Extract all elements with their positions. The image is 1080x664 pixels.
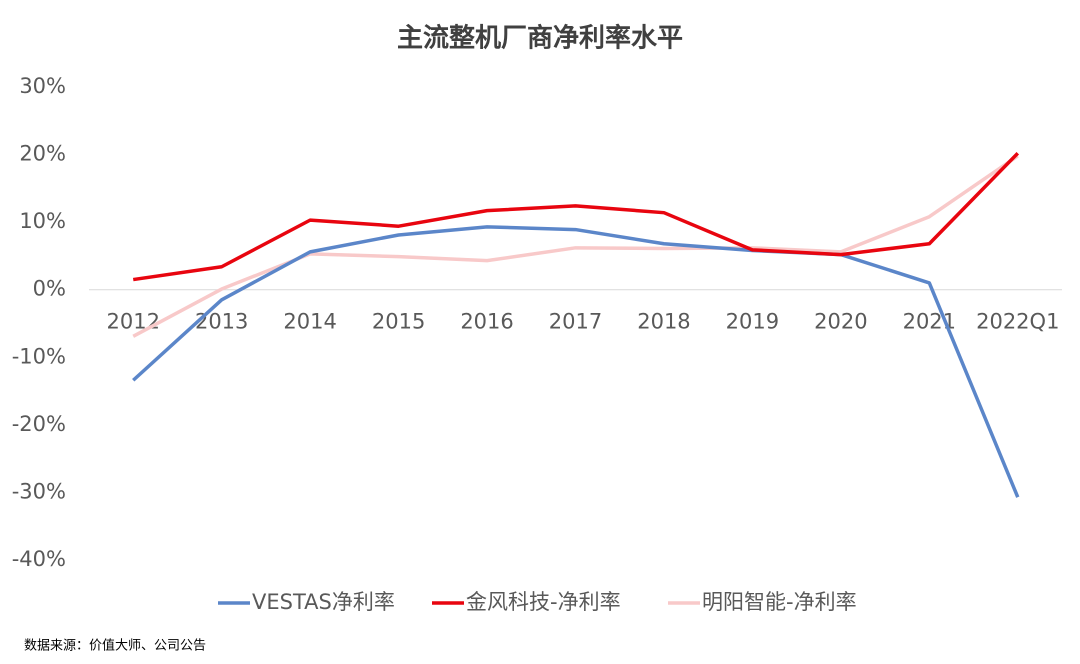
y-tick-label: -40% [12, 547, 66, 571]
x-tick-label: 2015 [372, 310, 425, 334]
chart-title: 主流整机厂商净利率水平 [397, 23, 683, 54]
legend-label: VESTAS净利率 [252, 590, 395, 614]
y-tick-label: -30% [12, 479, 66, 503]
x-tick-label: 2019 [726, 310, 779, 334]
x-tick-label: 2022Q1 [976, 310, 1059, 334]
y-tick-label: 10% [19, 209, 66, 233]
x-tick-label: 2016 [460, 310, 513, 334]
series-line [132, 225, 1020, 498]
x-tick-label: 2013 [195, 310, 248, 334]
source-note: 数据来源：价值大师、公司公告 [24, 638, 206, 654]
series-line [132, 151, 1020, 282]
y-tick-label: -20% [12, 412, 66, 436]
y-tick-label: 30% [19, 74, 66, 98]
y-tick-label: 20% [19, 142, 66, 166]
x-tick-label: 2014 [283, 310, 336, 334]
x-tick-label: 2018 [637, 310, 690, 334]
x-tick-label: 2017 [549, 310, 602, 334]
series-line [132, 154, 1019, 338]
y-tick-label: 0% [33, 277, 66, 301]
legend-label: 金风科技-净利率 [466, 590, 621, 614]
x-tick-label: 2012 [107, 310, 160, 334]
y-tick-label: -10% [12, 344, 66, 368]
x-tick-label: 2020 [814, 310, 867, 334]
legend-label: 明阳智能-净利率 [702, 590, 857, 614]
